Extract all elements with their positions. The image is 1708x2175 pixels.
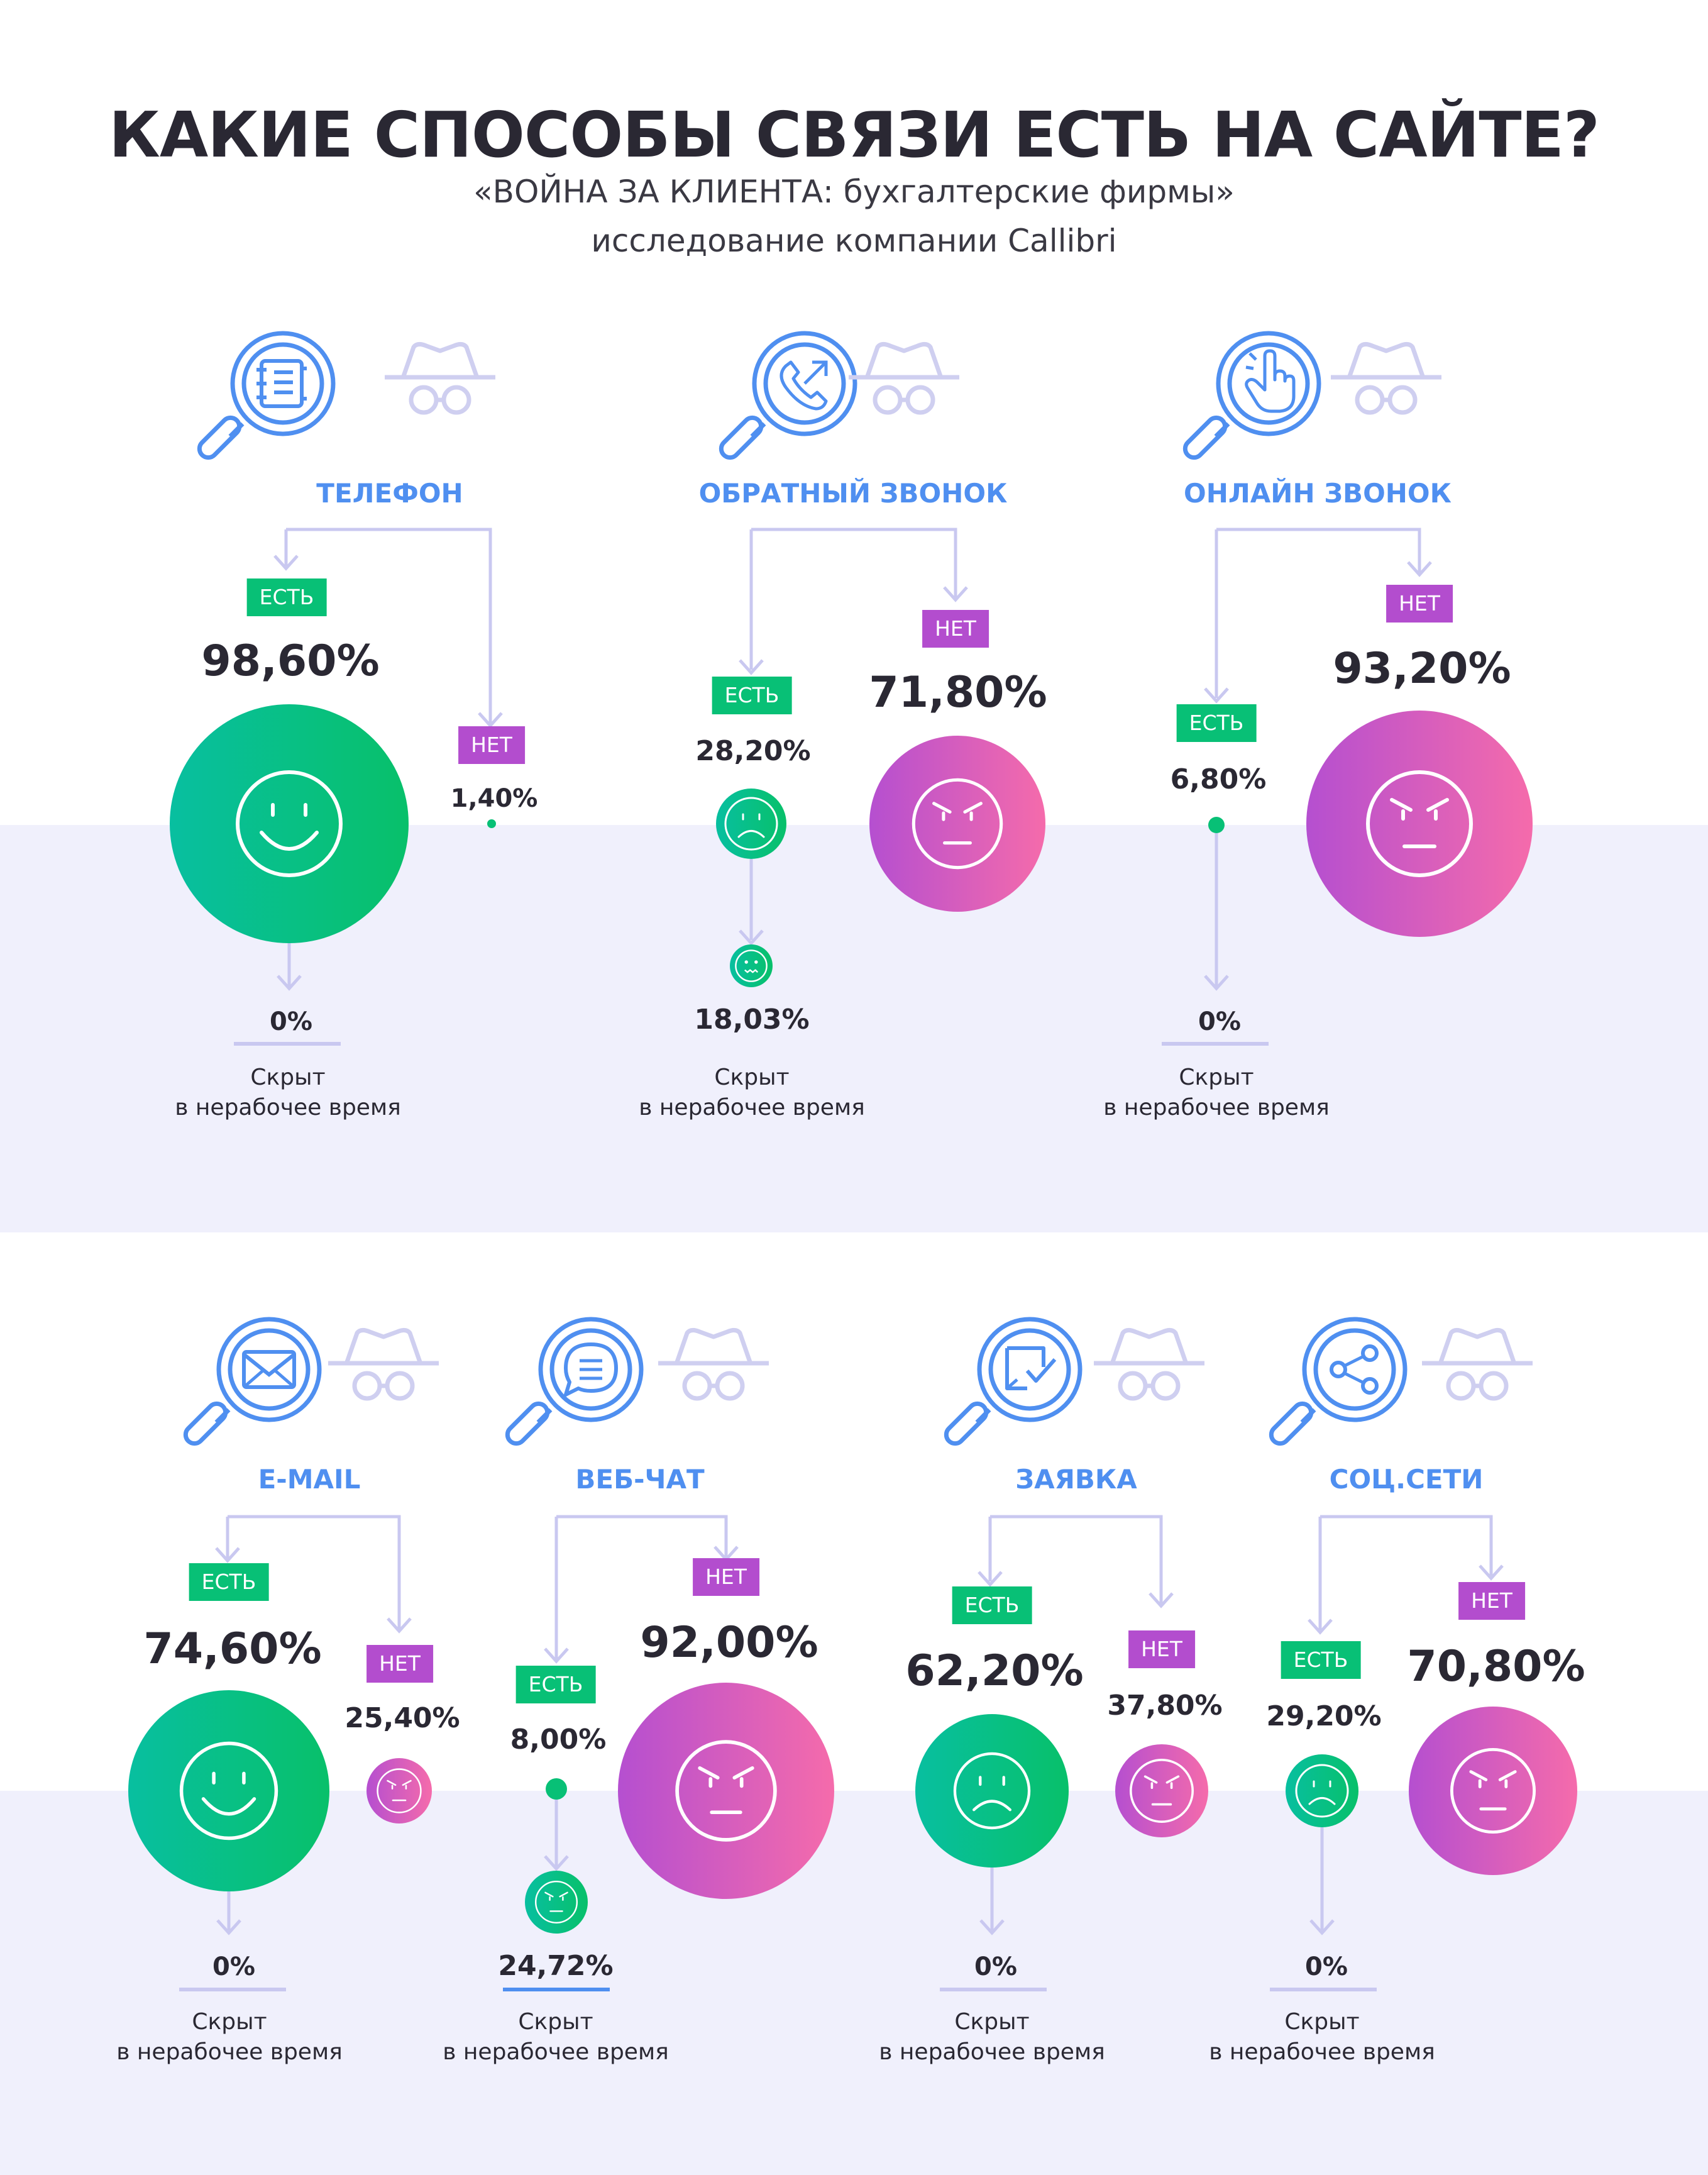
pct-yes-social: 29,20% [1266, 1700, 1382, 1732]
spy-icon [385, 344, 495, 412]
badge-no-webchat: НЕТ [693, 1558, 759, 1596]
pct-yes-phone: 98,60% [201, 636, 380, 686]
pct-yes-email: 74,60% [143, 1624, 322, 1674]
hidden-caption-email: Скрыт в нерабочее время [116, 2009, 343, 2065]
channel-name-request: ЗАЯВКА [1015, 1464, 1137, 1495]
channel-online-call-graphics [1162, 333, 1533, 1046]
pct-hidden-social: 0% [1305, 1952, 1348, 1981]
pct-hidden-phone: 0% [270, 1007, 312, 1036]
pct-yes-online-call: 6,80% [1170, 763, 1267, 795]
badge-yes-request: ЕСТЬ [952, 1586, 1032, 1624]
channel-callback-graphics [716, 333, 1045, 987]
pct-hidden-email: 0% [212, 1952, 255, 1981]
badge-yes-callback: ЕСТЬ [712, 677, 792, 714]
callback-phone-icon [780, 360, 828, 411]
spy-icon [1422, 1330, 1533, 1398]
pct-no-online-call: 93,20% [1333, 644, 1511, 694]
chat-bubble-icon [564, 1342, 618, 1397]
pct-yes-callback: 28,20% [695, 735, 811, 767]
badge-yes-webchat: ЕСТЬ [515, 1666, 596, 1703]
spy-icon [849, 344, 959, 412]
badge-yes-email: ЕСТЬ [189, 1563, 269, 1601]
pct-no-social: 70,80% [1407, 1642, 1585, 1691]
pct-no-request: 37,80% [1107, 1690, 1223, 1722]
spy-icon [658, 1330, 769, 1398]
badge-no-callback: НЕТ [922, 610, 989, 648]
badge-yes-phone: ЕСТЬ [246, 578, 327, 616]
pct-no-email: 25,40% [344, 1702, 460, 1734]
channel-email-graphics [128, 1319, 439, 1991]
channel-social-graphics [1268, 1319, 1577, 1991]
channel-name-online-call: ОНЛАЙН ЗВОНОК [1184, 478, 1452, 509]
hidden-caption-online-call: Скрыт в нерабочее время [1103, 1065, 1330, 1121]
badge-no-request: НЕТ [1128, 1630, 1195, 1668]
channel-name-phone: ТЕЛЕФОН [316, 478, 463, 509]
subtitle-company: исследование компании Callibri [591, 223, 1117, 259]
hidden-caption-callback: Скрыт в нерабочее время [639, 1065, 865, 1121]
spy-icon [328, 1330, 439, 1398]
badge-no-phone: НЕТ [458, 726, 525, 764]
pct-hidden-request: 0% [974, 1952, 1017, 1981]
badge-no-email: НЕТ [366, 1645, 433, 1683]
channel-phone-graphics [170, 333, 503, 1046]
badge-yes-social: ЕСТЬ [1281, 1641, 1361, 1679]
spy-icon [1094, 1330, 1204, 1398]
badge-yes-online-call: ЕСТЬ [1176, 704, 1257, 742]
pointing-hand-icon [1245, 349, 1296, 413]
pct-hidden-callback: 18,03% [694, 1004, 810, 1036]
channel-name-social: СОЦ.СЕТИ [1329, 1464, 1484, 1495]
channel-name-webchat: ВЕБ-ЧАТ [575, 1464, 705, 1495]
envelope-icon [242, 1350, 296, 1389]
pct-yes-webchat: 8,00% [510, 1724, 607, 1756]
badge-no-online-call: НЕТ [1386, 585, 1453, 623]
channel-webchat-graphics [503, 1319, 834, 1991]
hidden-caption-webchat: Скрыт в нерабочее время [443, 2009, 669, 2065]
spy-icon [1331, 344, 1441, 412]
share-icon [1330, 1344, 1379, 1395]
subtitle-study-name: «ВОЙНА ЗА КЛИЕНТА: бухгалтерские фирмы» [473, 174, 1235, 210]
hidden-caption-request: Скрыт в нерабочее время [879, 2009, 1105, 2065]
pct-yes-request: 62,20% [905, 1646, 1084, 1696]
pct-hidden-webchat: 24,72% [498, 1950, 614, 1982]
channel-name-callback: ОБРАТНЫЙ ЗВОНОК [698, 478, 1008, 509]
hidden-caption-phone: Скрыт в нерабочее время [175, 1065, 401, 1121]
hidden-caption-social: Скрыт в нерабочее время [1209, 2009, 1435, 2065]
pct-no-webchat: 92,00% [640, 1618, 818, 1668]
phone-book-icon [256, 359, 307, 408]
page-title: КАКИЕ СПОСОБЫ СВЯЗИ ЕСТЬ НА САЙТЕ? [109, 98, 1600, 172]
badge-no-social: НЕТ [1458, 1582, 1525, 1620]
pct-hidden-online-call: 0% [1198, 1007, 1241, 1036]
channel-request-graphics [915, 1319, 1208, 1991]
pct-no-callback: 71,80% [869, 668, 1047, 717]
channel-name-email: E-MAIL [258, 1464, 361, 1495]
form-check-icon [1005, 1346, 1057, 1390]
pct-no-phone: 1,40% [450, 784, 538, 813]
